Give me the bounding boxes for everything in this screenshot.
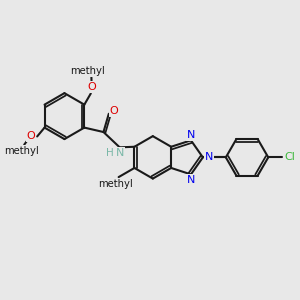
Text: methyl: methyl [70,66,105,76]
Text: O: O [110,106,118,116]
Text: O: O [87,82,96,92]
Text: N: N [187,130,195,140]
Text: methyl: methyl [4,146,39,156]
Text: methyl: methyl [98,178,133,189]
Text: Cl: Cl [284,152,295,162]
Text: H: H [106,148,114,158]
Text: N: N [116,148,124,158]
Text: N: N [187,175,195,185]
Text: N: N [205,152,214,162]
Text: O: O [26,131,35,141]
